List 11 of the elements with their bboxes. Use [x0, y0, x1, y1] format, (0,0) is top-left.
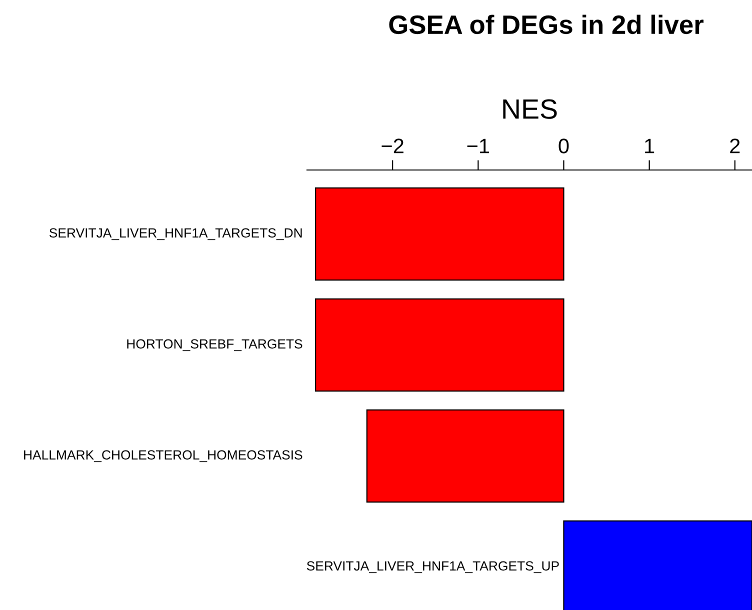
x-tick-label: 1: [645, 138, 654, 154]
y-tick-label: SERVITJA_LIVER_HNF1A_TARGETS_UP: [306, 561, 559, 574]
x-axis-title: NES: [503, 99, 557, 119]
x-tick-label: −1: [467, 138, 490, 154]
chart-title: GSEA of DEGs in 2d liver: [389, 14, 704, 34]
y-tick-label: SERVITJA_LIVER_HNF1A_TARGETS_DN: [49, 228, 302, 240]
x-tick-label: −2: [382, 138, 404, 154]
y-tick-label: HALLMARK_CHOLESTEROL_HOMEOSTASIS: [24, 450, 302, 462]
x-tick-label: 0: [558, 138, 569, 154]
y-tick-label: HORTON_SREBF_TARGETS: [127, 339, 302, 352]
x-tick-label: 2: [730, 138, 740, 154]
